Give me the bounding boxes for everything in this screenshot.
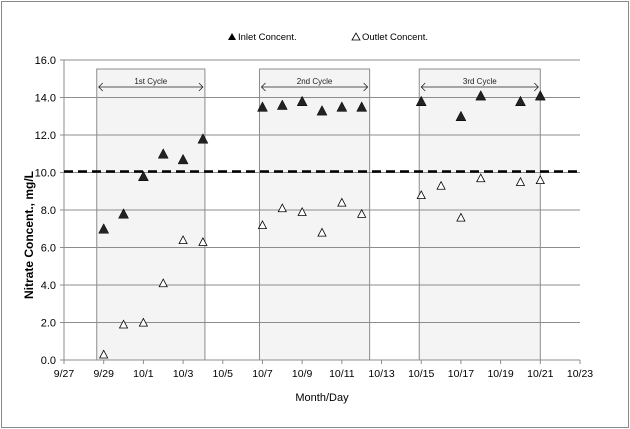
legend-inlet-label: Inlet Concent.: [238, 32, 297, 43]
inlet-point: [316, 105, 328, 116]
inlet-point: [515, 95, 526, 106]
y-axis-label: Nitrate Concent., mg/L: [22, 171, 36, 299]
y-tick-label: 4.0: [41, 280, 56, 292]
x-tick-label: 9/29: [93, 368, 114, 380]
cycle-arrow-left-head: [260, 82, 266, 92]
inlet-point: [455, 110, 467, 121]
cycle-box: [418, 68, 541, 361]
outlet-point: [416, 190, 426, 199]
inlet-point: [296, 95, 308, 106]
outlet-point: [535, 175, 545, 184]
inlet-point: [356, 101, 368, 112]
legend-outlet-label: Outlet Concent.: [362, 32, 428, 43]
x-tick-label: 10/19: [487, 368, 513, 380]
outlet-point: [357, 208, 367, 218]
inlet-point: [415, 95, 427, 106]
y-tick-label: 14.0: [35, 93, 56, 105]
x-tick-label: 9/27: [54, 368, 75, 380]
outlet-point: [456, 212, 466, 222]
inlet-point: [197, 133, 209, 144]
x-tick-label: 10/1: [133, 368, 154, 380]
outlet-point: [198, 237, 208, 246]
x-tick-label: 10/9: [292, 368, 313, 380]
x-tick-label: 10/13: [368, 368, 394, 380]
outlet-point: [476, 173, 486, 183]
inlet-point: [336, 101, 348, 112]
cycle-box: [96, 68, 206, 361]
outlet-point: [99, 349, 109, 359]
inlet-point: [177, 153, 189, 165]
x-tick-label: 10/23: [567, 368, 593, 380]
y-tick-label: 6.0: [41, 243, 56, 255]
cycle-arrow-left-head: [98, 82, 104, 92]
legend-outlet-marker: [351, 32, 361, 41]
cycle-arrow-left-head: [420, 82, 426, 92]
legend-inlet-marker: [228, 33, 236, 40]
outlet-point: [337, 197, 347, 207]
inlet-point: [534, 90, 546, 101]
cycle-label: 3rd Cycle: [463, 77, 497, 86]
legend: Inlet Concent. Outlet Concent.: [228, 32, 428, 43]
inlet-point: [118, 208, 129, 219]
cycle-label: 1st Cycle: [134, 77, 167, 86]
y-tick-label: 0.0: [41, 355, 56, 367]
x-axis-label: Month/Day: [295, 392, 349, 404]
cycle-arrow-right-head: [534, 82, 539, 92]
x-tick-label: 10/15: [408, 368, 434, 380]
outlet-point: [317, 227, 327, 237]
x-tick-label: 10/21: [527, 368, 553, 380]
inlet-point: [137, 170, 149, 181]
x-tick-label: 10/17: [448, 368, 474, 380]
y-tick-label: 2.0: [41, 318, 56, 330]
y-tick-label: 8.0: [41, 205, 56, 217]
outlet-point: [277, 203, 287, 213]
cycle-arrow-right-head: [198, 82, 204, 92]
inlet-point: [157, 148, 169, 159]
outlet-point: [158, 278, 168, 288]
y-tick-label: 12.0: [35, 130, 56, 142]
cycle-arrow-right-head: [363, 82, 369, 92]
outlet-point: [436, 180, 446, 190]
outlet-point: [515, 177, 526, 186]
inlet-point: [98, 223, 110, 234]
inlet-point: [276, 99, 288, 110]
x-tick-label: 10/3: [173, 368, 194, 380]
x-tick-label: 10/5: [213, 368, 234, 380]
outlet-point: [257, 220, 268, 229]
inlet-point: [475, 90, 487, 101]
inlet-point: [257, 101, 268, 112]
y-tick-label: 10.0: [35, 168, 56, 180]
outlet-point: [138, 317, 149, 327]
outlet-point: [297, 207, 307, 216]
x-tick-label: 10/7: [252, 368, 273, 380]
outlet-point: [178, 235, 188, 244]
x-tick-label: 10/11: [329, 368, 355, 380]
outlet-point: [118, 319, 129, 329]
y-tick-label: 16.0: [35, 55, 56, 67]
cycle-box: [258, 68, 371, 361]
cycle-label: 2nd Cycle: [297, 77, 333, 86]
